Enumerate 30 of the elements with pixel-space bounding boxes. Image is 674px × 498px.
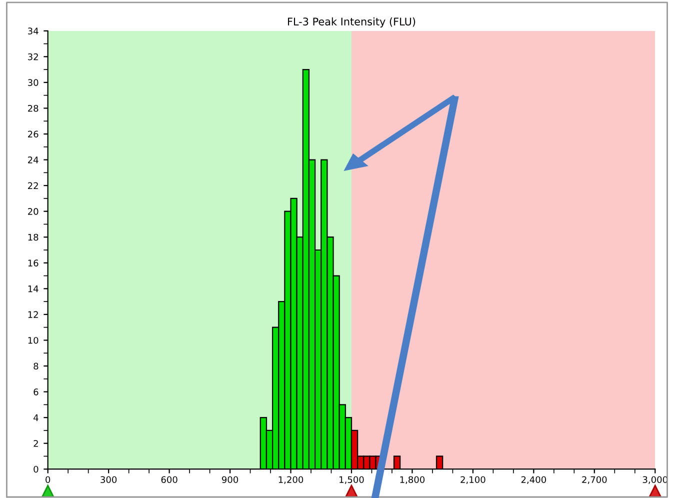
x-tick-label: 1,200 xyxy=(278,476,304,484)
y-tick-label: 26 xyxy=(28,130,38,138)
y-tick-label: 0 xyxy=(34,466,38,473)
x-tick-label: 2,100 xyxy=(460,476,486,484)
y-tick-label: 2 xyxy=(34,440,38,447)
y-tick-label: 8 xyxy=(34,362,38,370)
y-tick-label: 24 xyxy=(28,156,38,164)
y-tick-label: 30 xyxy=(28,79,38,86)
x-tick-label: 0 xyxy=(46,476,50,484)
y-tick-label: 16 xyxy=(28,260,38,266)
y-tick-label: 14 xyxy=(28,286,38,292)
y-tick-label: 10 xyxy=(28,336,38,344)
chart-title: FL-3 Peak Intensity (FLU) xyxy=(288,17,416,28)
y-tick-label: 6 xyxy=(34,388,38,396)
x-tick-label: 900 xyxy=(222,476,238,484)
y-tick-label: 34 xyxy=(28,28,38,34)
x-tick-label: 600 xyxy=(161,476,178,484)
x-tick-label: 300 xyxy=(100,476,117,484)
y-tick-label: 20 xyxy=(28,208,38,215)
x-tick-label: 3,000 xyxy=(642,476,668,484)
y-tick-label: 4 xyxy=(34,414,38,421)
y-tick-label: 18 xyxy=(28,234,38,241)
x-tick-label: 1,500 xyxy=(340,476,364,484)
y-tick-label: 22 xyxy=(28,182,38,189)
y-tick-label: 12 xyxy=(28,311,38,318)
x-tick-label: 2,400 xyxy=(521,476,546,484)
x-tick-label: 2,700 xyxy=(582,476,607,484)
y-tick-label: 28 xyxy=(28,104,38,112)
y-tick-label: 32 xyxy=(28,53,38,60)
x-tick-label: 1,800 xyxy=(400,476,425,484)
